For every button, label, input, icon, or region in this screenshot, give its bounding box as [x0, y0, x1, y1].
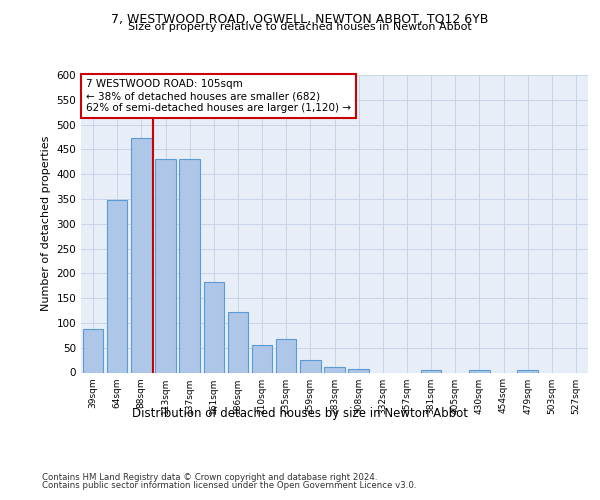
Bar	[131, 138, 152, 372]
Bar	[252, 345, 272, 372]
Text: Size of property relative to detached houses in Newton Abbot: Size of property relative to detached ho…	[128, 22, 472, 32]
Bar	[421, 370, 442, 372]
Bar	[179, 160, 200, 372]
Bar	[469, 370, 490, 372]
Text: 7 WESTWOOD ROAD: 105sqm
← 38% of detached houses are smaller (682)
62% of semi-d: 7 WESTWOOD ROAD: 105sqm ← 38% of detache…	[86, 80, 351, 112]
Bar	[83, 329, 103, 372]
Text: 7, WESTWOOD ROAD, OGWELL, NEWTON ABBOT, TQ12 6YB: 7, WESTWOOD ROAD, OGWELL, NEWTON ABBOT, …	[112, 12, 488, 26]
Bar	[349, 368, 369, 372]
Bar	[203, 282, 224, 372]
Bar	[227, 312, 248, 372]
Text: Contains public sector information licensed under the Open Government Licence v3: Contains public sector information licen…	[42, 481, 416, 490]
Bar	[276, 339, 296, 372]
Bar	[517, 370, 538, 372]
Bar	[324, 366, 345, 372]
Text: Contains HM Land Registry data © Crown copyright and database right 2024.: Contains HM Land Registry data © Crown c…	[42, 472, 377, 482]
Bar	[107, 200, 127, 372]
Bar	[155, 160, 176, 372]
Text: Distribution of detached houses by size in Newton Abbot: Distribution of detached houses by size …	[132, 408, 468, 420]
Y-axis label: Number of detached properties: Number of detached properties	[41, 136, 51, 312]
Bar	[300, 360, 320, 372]
